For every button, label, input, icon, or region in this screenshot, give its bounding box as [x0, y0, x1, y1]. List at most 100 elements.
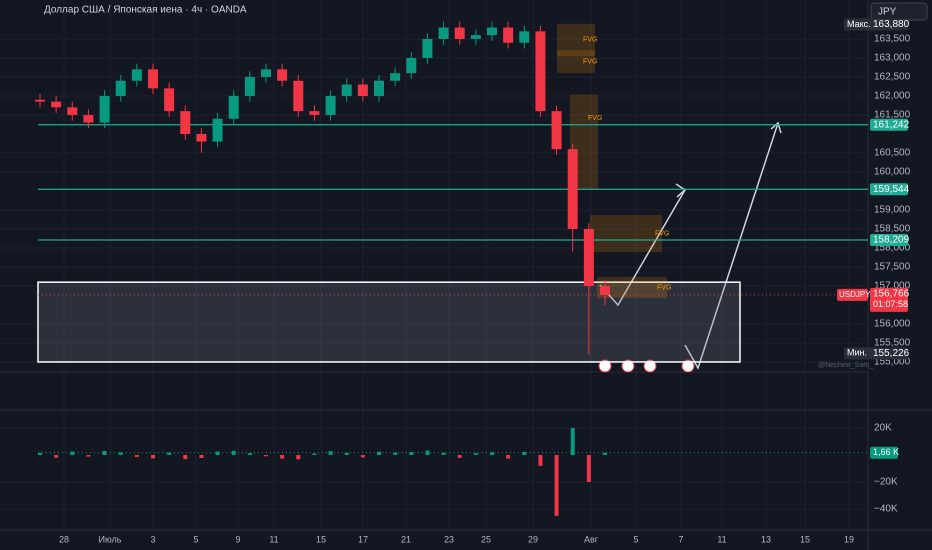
y-tick-label: 159,000 — [874, 205, 911, 216]
watermark: @Nephew_Sam_ — [818, 362, 873, 369]
last-price: 156,766 — [873, 288, 910, 299]
x-tick-label: 21 — [401, 534, 411, 544]
x-tick-label: 28 — [59, 534, 69, 544]
fvg-zone — [597, 276, 667, 299]
candle-body — [567, 149, 578, 229]
delta-bar — [296, 455, 301, 460]
x-tick-label: 25 — [481, 534, 491, 544]
candle-body — [35, 99, 45, 102]
fvg-zone — [557, 50, 595, 74]
candle-body — [535, 31, 546, 112]
level-label: 158,209 — [873, 235, 910, 246]
candle-body — [341, 84, 352, 96]
range-box — [37, 281, 741, 363]
delta-bar — [522, 451, 527, 456]
y-tick-label: 157,000 — [874, 281, 911, 292]
y-tick-label: 162,500 — [874, 72, 911, 83]
min-tag — [844, 347, 908, 360]
y-tick-label: 157,500 — [874, 262, 911, 273]
x-tick-label: Июль — [99, 534, 122, 544]
arrow-head — [675, 183, 687, 198]
delta-bar — [199, 455, 204, 458]
candle-body — [487, 27, 497, 36]
y-tick-label: 155,500 — [874, 338, 911, 349]
delta-bar — [134, 455, 139, 458]
delta-tick-label: −20K — [874, 477, 898, 488]
level-tag — [870, 183, 908, 196]
delta-bar — [538, 455, 543, 466]
delta-bar — [247, 453, 252, 456]
x-tick-label: 19 — [844, 534, 854, 544]
y-tick-label: 160,500 — [874, 148, 911, 159]
candle-body — [99, 95, 110, 123]
x-tick-label: 13 — [761, 534, 771, 544]
delta-bar — [409, 452, 414, 456]
delta-bar — [473, 453, 478, 456]
arrow-head — [770, 121, 782, 134]
delta-tick-label: −40K — [874, 504, 898, 515]
candle-body — [374, 80, 384, 96]
level-tag — [870, 118, 908, 131]
currency[interactable]: JPY — [878, 7, 897, 18]
level-label: 159,544 — [873, 184, 910, 195]
delta-bar — [280, 455, 285, 459]
candle-body — [244, 76, 255, 96]
delta-bar — [603, 452, 607, 456]
candle-body — [115, 80, 126, 96]
candle-body — [325, 95, 336, 115]
y-tick-label: 155,000 — [874, 357, 911, 368]
level-tag — [870, 234, 908, 247]
delta-bar — [264, 455, 268, 457]
y-tick-label: 158,500 — [874, 224, 911, 235]
delta-bar — [38, 452, 42, 456]
x-tick-label: 23 — [444, 534, 454, 544]
fvg-label: FVG — [655, 230, 669, 237]
delta-bar — [457, 455, 462, 458]
x-tick-label: 7 — [678, 534, 683, 544]
candle-body — [131, 69, 142, 81]
candle-body — [148, 69, 158, 89]
x-tick-label: 15 — [316, 534, 326, 544]
title: Доллар США / Японская иена · 4ч · OANDA — [44, 5, 247, 16]
delta-bar — [118, 452, 123, 456]
y-tick-label: 160,000 — [874, 167, 911, 178]
max-label: Макс. — [847, 19, 871, 29]
candle-body — [309, 111, 320, 115]
delta-bar — [151, 455, 155, 459]
candle-body — [83, 114, 94, 123]
event-icons — [598, 359, 695, 373]
fvg-label: FVG — [583, 37, 597, 44]
delta-bar — [425, 450, 430, 456]
last-tag — [870, 287, 908, 312]
x-tick-label: 11 — [269, 534, 278, 544]
min-price: 155,226 — [873, 348, 910, 359]
candle-body — [600, 285, 610, 295]
delta-bar — [215, 451, 220, 456]
candle-body — [67, 107, 78, 115]
candle-body — [438, 27, 449, 39]
fvg-zone — [590, 214, 662, 253]
x-tick-label: 5 — [633, 534, 638, 544]
min-label: Мин. — [847, 348, 867, 358]
y-tick-label: 162,000 — [874, 91, 911, 102]
fvg-label: FVG — [588, 115, 602, 122]
delta-bar — [377, 451, 381, 456]
candle-body — [422, 38, 433, 58]
delta-last-tag — [870, 446, 898, 459]
countdown: 01:07:58 — [873, 299, 908, 309]
y-tick-label: 158,000 — [874, 243, 911, 254]
delta-bar — [441, 452, 446, 456]
candle-body — [503, 27, 514, 43]
delta-tick-label: 20K — [874, 423, 892, 434]
max-price: 163,880 — [873, 19, 910, 30]
candle-body — [212, 118, 223, 142]
candle-body — [470, 35, 481, 39]
delta-bar — [393, 452, 398, 456]
candle-body — [551, 111, 562, 150]
x-tick-label: 3 — [150, 534, 155, 544]
x-tick-label: 5 — [193, 534, 198, 544]
x-tick-label: 17 — [358, 534, 368, 544]
fvg-label: FVG — [583, 59, 597, 66]
